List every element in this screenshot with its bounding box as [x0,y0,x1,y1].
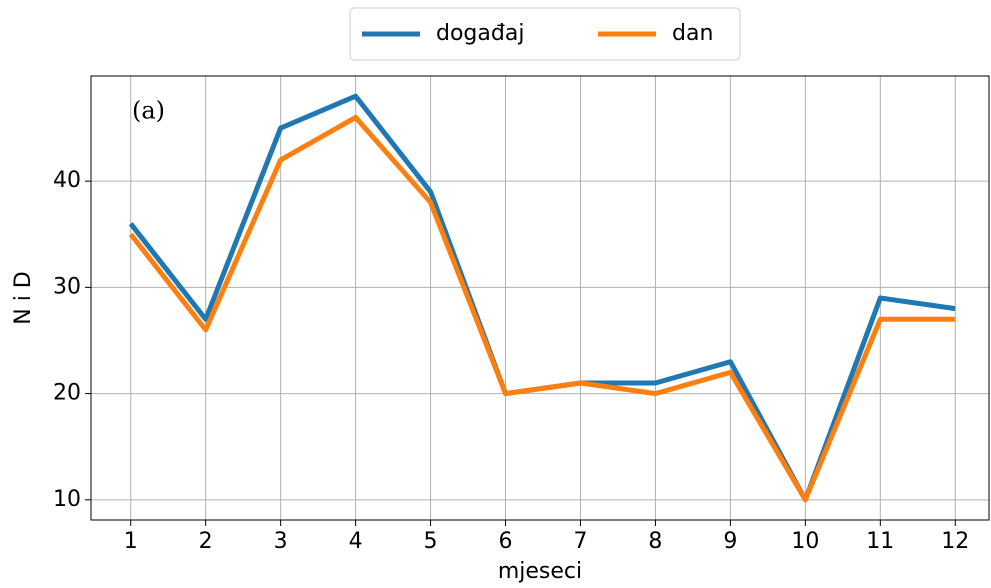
x-tick-label: 1 [124,529,138,554]
x-tick-label: 10 [791,529,819,554]
y-tick-label: 20 [53,381,81,406]
x-tick-label: 3 [274,529,288,554]
y-tick-label: 10 [53,487,81,512]
legend-box [349,7,741,61]
x-tick-label: 9 [723,529,737,554]
x-tick-label: 7 [573,529,587,554]
x-axis-label: mjeseci [498,559,582,584]
y-tick-label: 30 [53,274,81,299]
y-axis-label: N i D [11,271,36,325]
legend-label: događaj [436,21,524,46]
y-tick-label: 40 [53,168,81,193]
x-tick-label: 8 [648,529,662,554]
x-tick-label: 6 [499,529,513,554]
x-tick-label: 4 [349,529,363,554]
x-tick-label: 11 [866,529,894,554]
data-line [128,114,956,503]
x-tick-label: 5 [424,529,438,554]
x-tick-label: 12 [941,529,969,554]
x-tick-label: 2 [199,529,213,554]
annotation: (a) [132,97,165,125]
legend-label: dan [672,21,713,46]
plot-frame [90,75,990,521]
